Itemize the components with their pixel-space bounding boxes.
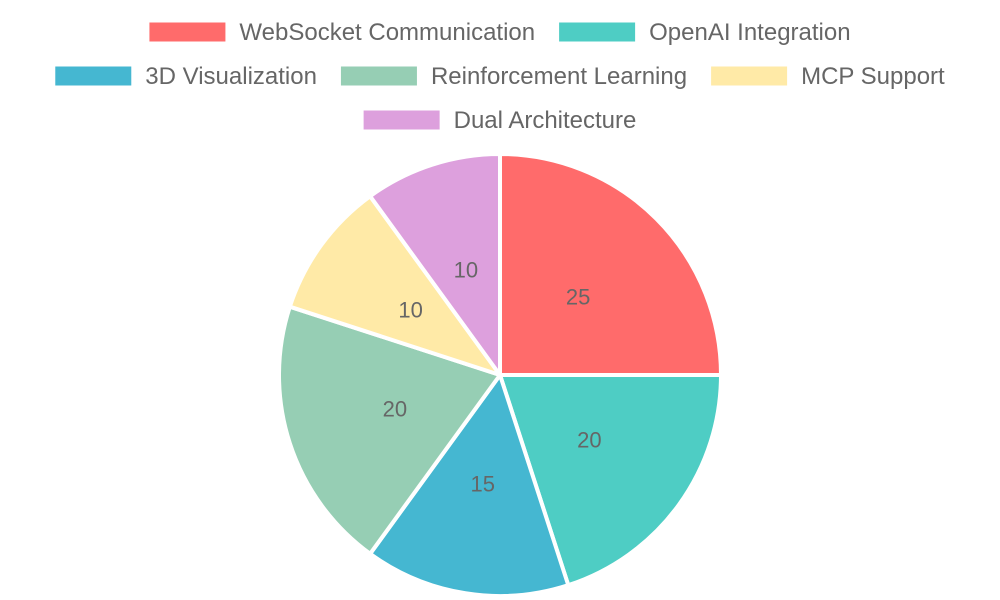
pie-slice-reinforcement-learning[interactable] <box>277 304 502 556</box>
legend-label: Dual Architecture <box>454 107 637 134</box>
legend-item-reinforcement-learning[interactable]: Reinforcement Learning <box>340 63 687 90</box>
legend-swatch <box>559 22 636 42</box>
legend-label: 3D Visualization <box>145 63 317 90</box>
pie-slice-openai-integration[interactable] <box>498 373 723 588</box>
slice-value-label-3d-visualization: 15 <box>470 472 494 497</box>
pie-slice-dual-architecture[interactable] <box>368 152 502 377</box>
legend-item-websocket-communication[interactable]: WebSocket Communication <box>149 19 535 46</box>
legend-swatch <box>149 22 226 42</box>
legend-label: Reinforcement Learning <box>431 63 687 90</box>
legend-label: OpenAI Integration <box>649 19 850 46</box>
legend-swatch <box>55 66 132 86</box>
pie-slice-websocket-communication[interactable] <box>498 152 723 377</box>
slice-value-label-dual-architecture: 10 <box>454 257 478 282</box>
legend-label: MCP Support <box>801 63 945 90</box>
pie-slice-mcp-support[interactable] <box>287 194 502 377</box>
slice-value-label-mcp-support: 10 <box>398 298 422 323</box>
slice-value-labels: 25 20 15 20 10 10 <box>383 257 602 496</box>
legend-swatch <box>340 66 417 86</box>
legend: WebSocket Communication OpenAI Integratio… <box>55 19 945 134</box>
slice-value-label-reinforcement-learning: 20 <box>383 397 407 422</box>
legend-label: WebSocket Communication <box>239 19 535 46</box>
legend-item-dual-architecture[interactable]: Dual Architecture <box>363 107 637 134</box>
pie-slices <box>277 152 723 598</box>
legend-item-mcp-support[interactable]: MCP Support <box>711 63 945 90</box>
legend-item-3d-visualization[interactable]: 3D Visualization <box>55 63 317 90</box>
legend-item-openai-integration[interactable]: OpenAI Integration <box>559 19 851 46</box>
slice-value-label-websocket-communication: 25 <box>566 284 590 309</box>
pie-slice-3d-visualization[interactable] <box>368 373 571 598</box>
legend-swatch <box>711 66 788 86</box>
slice-value-label-openai-integration: 20 <box>577 427 601 452</box>
legend-swatch <box>363 110 440 130</box>
